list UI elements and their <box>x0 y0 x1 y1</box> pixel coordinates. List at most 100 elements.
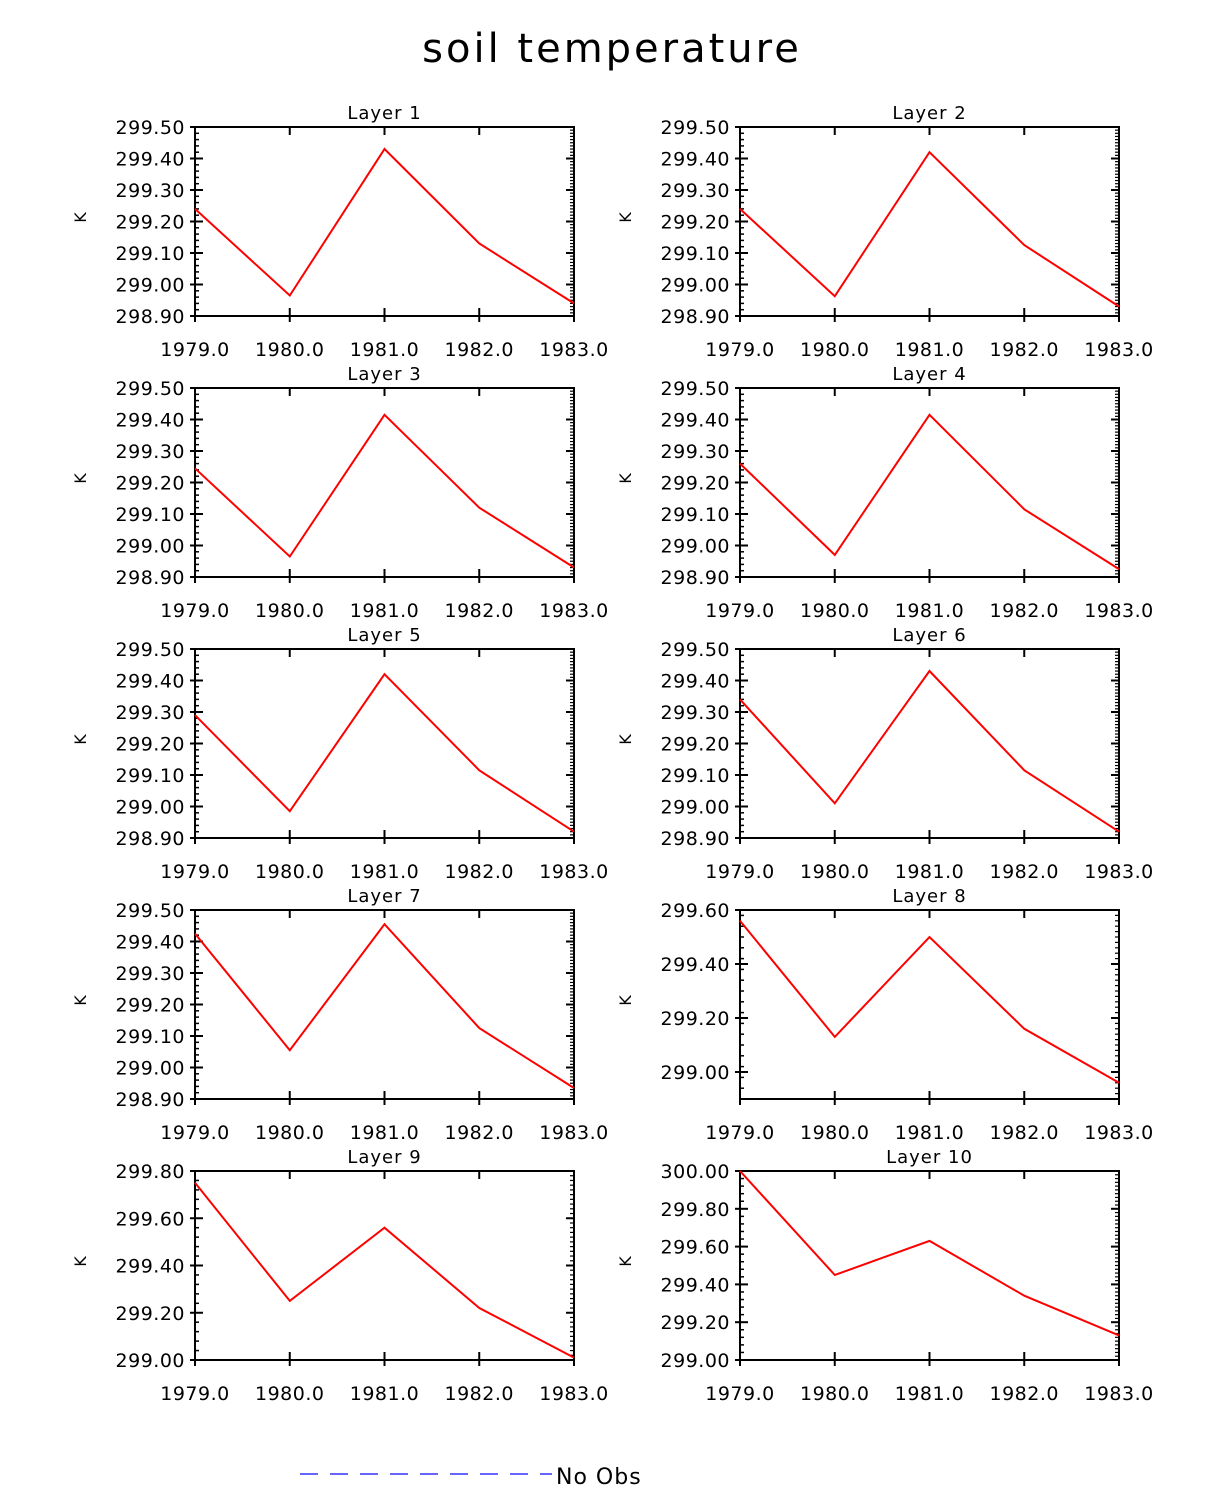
panel-title: Layer 6 <box>892 625 966 646</box>
panel-title: Layer 10 <box>886 1147 973 1168</box>
y-tick-label: 299.00 <box>116 1350 185 1372</box>
y-tick-label: 299.40 <box>116 410 185 432</box>
y-axis-label: K <box>71 995 90 1006</box>
y-tick-label: 299.00 <box>116 1058 185 1080</box>
y-tick-label: 299.00 <box>661 1062 730 1084</box>
x-tick-label: 1980.0 <box>255 339 324 361</box>
y-tick-label: 299.40 <box>116 671 185 693</box>
y-tick-label: 299.00 <box>661 275 730 297</box>
y-tick-label: 299.50 <box>661 117 730 139</box>
x-tick-label: 1983.0 <box>1084 339 1153 361</box>
y-axis-label: K <box>71 734 90 745</box>
x-tick-label: 1980.0 <box>255 1122 324 1144</box>
x-tick-label: 1981.0 <box>895 1122 964 1144</box>
chart-panel-8: Layer 8 K 299.00 299.20 299.40 299.60 1979.0 19… <box>616 886 1153 1144</box>
y-tick-label: 299.30 <box>661 180 730 202</box>
x-tick-label: 1982.0 <box>990 339 1059 361</box>
x-tick-label: 1983.0 <box>1084 1122 1153 1144</box>
y-tick-label: 299.10 <box>116 1026 185 1048</box>
panel-title: Layer 9 <box>347 1147 421 1168</box>
y-tick-label: 299.30 <box>116 702 185 724</box>
x-tick-label: 1983.0 <box>539 1383 608 1405</box>
x-tick-label: 1979.0 <box>705 861 774 883</box>
x-tick-label: 1980.0 <box>255 861 324 883</box>
plot-frame <box>194 648 575 839</box>
x-tick-label: 1979.0 <box>160 1383 229 1405</box>
x-tick-label: 1983.0 <box>539 339 608 361</box>
chart-panel-6: Layer 6 K 298.90 299.00 299.10 299.20 299.30 29… <box>616 625 1153 883</box>
y-tick-label: 299.00 <box>116 536 185 558</box>
y-tick-label: 299.50 <box>116 900 185 922</box>
series-line <box>194 1182 575 1359</box>
legend: No Obs <box>300 1465 642 1485</box>
x-tick-label: 1982.0 <box>445 861 514 883</box>
y-tick-label: 299.50 <box>661 639 730 661</box>
chart-panel-5: Layer 5 K 298.90 299.00 299.10 299.20 299.30 29… <box>71 625 608 883</box>
y-tick-label: 299.80 <box>116 1161 185 1183</box>
panel-title: Layer 7 <box>347 886 421 907</box>
chart-panel-3: Layer 3 K 298.90 299.00 299.10 299.20 299.30 29… <box>71 364 608 622</box>
y-tick-label: 299.40 <box>661 1274 730 1296</box>
x-tick-label: 1979.0 <box>160 861 229 883</box>
y-tick-label: 299.50 <box>116 117 185 139</box>
x-tick-label: 1983.0 <box>539 861 608 883</box>
series-line <box>194 147 575 305</box>
y-tick-label: 299.40 <box>116 149 185 171</box>
x-tick-label: 1982.0 <box>990 861 1059 883</box>
x-tick-label: 1980.0 <box>255 600 324 622</box>
x-tick-label: 1983.0 <box>1084 600 1153 622</box>
x-tick-label: 1979.0 <box>705 1122 774 1144</box>
y-tick-label: 299.60 <box>116 1208 185 1230</box>
x-tick-label: 1979.0 <box>160 1122 229 1144</box>
x-tick-label: 1982.0 <box>990 1122 1059 1144</box>
y-axis-label: K <box>616 473 635 484</box>
y-tick-label: 299.10 <box>116 243 185 265</box>
series-line <box>194 922 575 1089</box>
chart-panel-9: Layer 9 K 299.00 299.20 299.40 299.60 299.80 19… <box>71 1147 608 1405</box>
y-tick-label: 299.00 <box>661 1350 730 1372</box>
y-tick-label: 299.20 <box>116 734 185 756</box>
series-line <box>739 413 1120 570</box>
y-tick-label: 299.10 <box>116 504 185 526</box>
panel-title: Layer 3 <box>347 364 421 385</box>
y-tick-label: 299.10 <box>661 243 730 265</box>
series-line <box>739 920 1120 1084</box>
y-tick-label: 298.90 <box>116 567 185 589</box>
y-tick-label: 299.20 <box>661 734 730 756</box>
legend-label: No Obs <box>556 1465 642 1485</box>
plot-frame <box>739 648 1120 839</box>
series-line <box>739 669 1120 833</box>
y-tick-label: 299.50 <box>116 639 185 661</box>
y-axis-label: K <box>71 1256 90 1267</box>
x-tick-label: 1981.0 <box>350 339 419 361</box>
y-tick-label: 299.20 <box>661 212 730 234</box>
y-tick-label: 299.10 <box>661 765 730 787</box>
x-tick-label: 1980.0 <box>800 1122 869 1144</box>
y-tick-label: 299.50 <box>661 378 730 400</box>
y-tick-label: 299.10 <box>661 504 730 526</box>
x-tick-label: 1979.0 <box>160 339 229 361</box>
y-tick-label: 299.40 <box>661 410 730 432</box>
y-tick-label: 299.20 <box>661 1008 730 1030</box>
chart-panel-4: Layer 4 K 298.90 299.00 299.10 299.20 299.30 29… <box>616 364 1153 622</box>
x-tick-label: 1980.0 <box>800 861 869 883</box>
y-tick-label: 299.20 <box>116 473 185 495</box>
y-tick-label: 299.40 <box>116 1256 185 1278</box>
x-tick-label: 1981.0 <box>895 861 964 883</box>
x-tick-label: 1980.0 <box>800 600 869 622</box>
plot-frame <box>739 126 1120 317</box>
x-tick-label: 1982.0 <box>990 1383 1059 1405</box>
x-tick-label: 1982.0 <box>445 1383 514 1405</box>
y-tick-label: 298.90 <box>116 306 185 328</box>
y-tick-label: 299.30 <box>661 441 730 463</box>
chart-panel-1: Layer 1 K 298.90 299.00 299.10 299.20 299.30 29… <box>71 103 608 361</box>
series-line <box>194 672 575 833</box>
y-tick-label: 300.00 <box>661 1161 730 1183</box>
plot-frame <box>194 1170 575 1361</box>
x-tick-label: 1980.0 <box>255 1383 324 1405</box>
y-tick-label: 299.20 <box>661 1312 730 1334</box>
y-tick-label: 299.20 <box>116 1303 185 1325</box>
x-tick-label: 1982.0 <box>445 1122 514 1144</box>
x-tick-label: 1981.0 <box>350 1383 419 1405</box>
chart-panel-2: Layer 2 K 298.90 299.00 299.10 299.20 299.30 29… <box>616 103 1153 361</box>
